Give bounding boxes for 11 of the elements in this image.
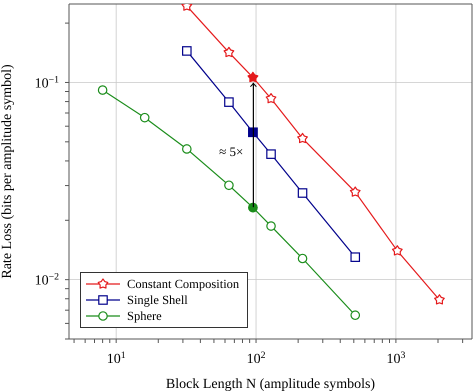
x-tick-label: 10$^{2}$ bbox=[246, 350, 266, 367]
x-tick-label: 10$^{3}$ bbox=[386, 350, 406, 367]
legend-label: Constant Composition bbox=[127, 276, 240, 292]
y-tick-label: 10$^{−1}$ bbox=[34, 74, 60, 92]
legend-label: Single Shell bbox=[127, 292, 188, 308]
legend-label: Sphere bbox=[127, 308, 162, 324]
x-axis-title: Block Length N (amplitude symbols) bbox=[166, 377, 376, 392]
y-tick-label: 10$^{−2}$ bbox=[34, 271, 60, 289]
y-axis-title: Rate Loss (bits per amplitude symbol) bbox=[0, 64, 15, 279]
annotation: ≈ 5× bbox=[219, 144, 244, 159]
x-tick-label: 10$^{1}$ bbox=[106, 350, 126, 367]
